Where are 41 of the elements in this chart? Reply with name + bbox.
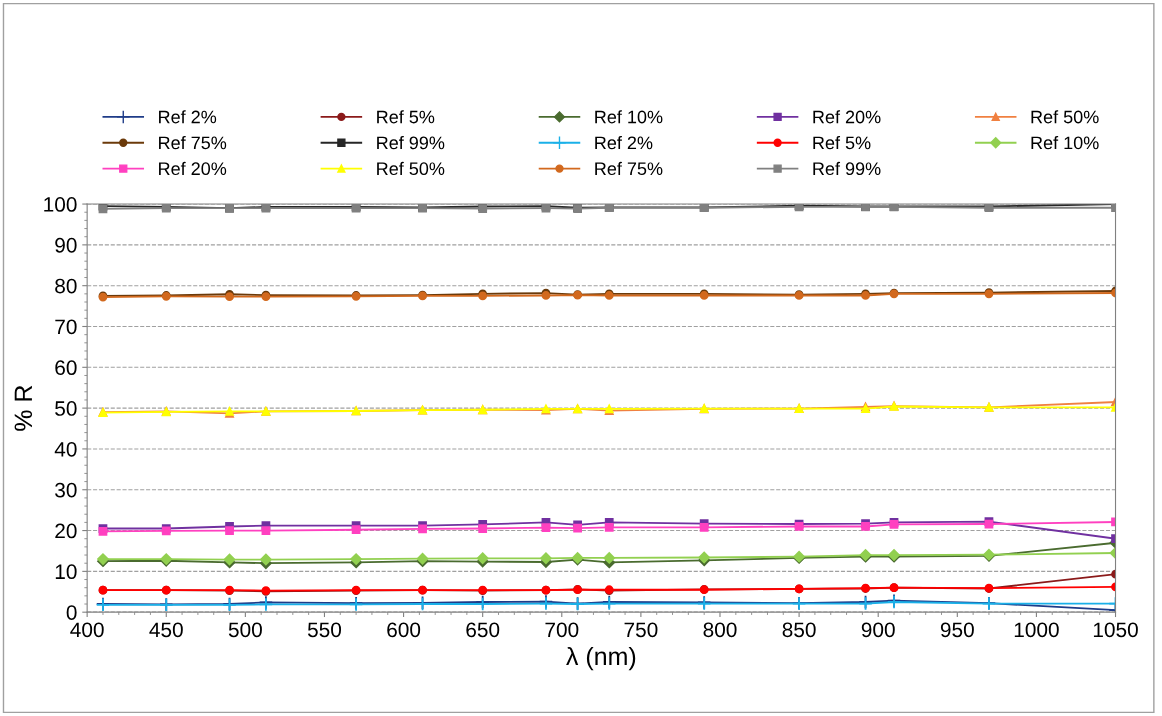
y-tick-label: 90: [55, 237, 77, 253]
x-tick-label: 1000: [1014, 622, 1059, 638]
legend-label: Ref 10%: [1031, 136, 1099, 150]
legend-label: Ref 20%: [159, 161, 227, 176]
x-tick-label: 450: [149, 622, 183, 638]
y-tick-label: 40: [54, 441, 77, 457]
legend-label: Ref 5%: [377, 110, 435, 124]
y-tick-label: 10: [55, 564, 77, 580]
legend-label: Ref 99%: [813, 161, 881, 176]
x-tick-label: 650: [466, 622, 500, 638]
y-tick-label: 70: [55, 319, 77, 335]
y-tick-label: 100: [44, 197, 77, 212]
x-tick-label: 700: [545, 622, 579, 638]
y-tick-label: 20: [55, 523, 77, 539]
x-tick-label: 850: [782, 622, 816, 638]
legend-label: Ref 50%: [377, 161, 445, 176]
legend-label: Ref 2%: [595, 136, 653, 150]
legend-label: Ref 75%: [595, 161, 663, 176]
x-tick-label: 600: [387, 622, 421, 638]
y-tick-label: 60: [55, 360, 77, 376]
legend-label: Ref 20%: [813, 110, 881, 124]
x-tick-label: 750: [624, 622, 658, 638]
x-tick-label: 950: [940, 622, 974, 638]
y-tick-label: 80: [55, 278, 77, 294]
legend-label: Ref 5%: [813, 136, 871, 150]
x-tick-label: 550: [307, 622, 342, 638]
x-tick-label: 800: [703, 622, 737, 638]
x-tick-label: 400: [70, 622, 104, 638]
legend-label: Ref 10%: [595, 110, 663, 124]
x-axis-title: λ (nm): [566, 646, 636, 671]
legend-label: Ref 99%: [377, 136, 445, 150]
legend-label: Ref 50%: [1031, 110, 1099, 124]
y-axis-title: % R: [14, 385, 33, 431]
y-tick-label: 0: [66, 605, 77, 620]
x-tick-label: 500: [228, 622, 262, 638]
x-tick-label: 900: [861, 622, 895, 638]
y-tick-label: 30: [55, 482, 77, 498]
y-tick-label: 50: [55, 401, 77, 416]
legend-label: Ref 75%: [159, 136, 227, 150]
x-tick-label: 1050: [1093, 622, 1138, 638]
legend-label: Ref 2%: [159, 110, 217, 124]
